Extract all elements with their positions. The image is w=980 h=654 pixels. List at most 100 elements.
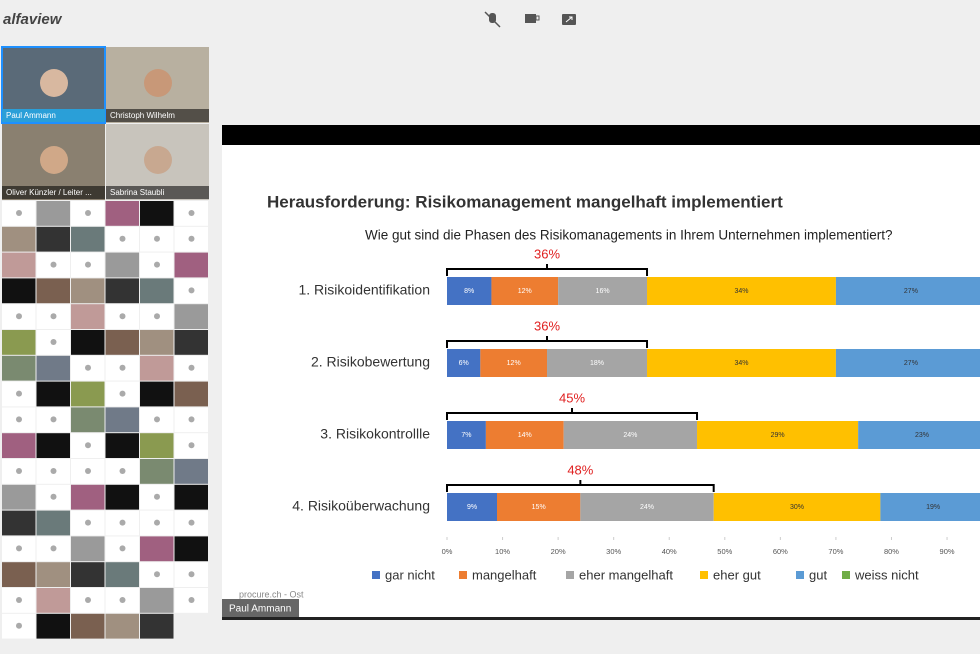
- video-thumb[interactable]: [140, 459, 174, 484]
- video-grid: Paul Ammann Christoph Wilhelm Oliver Künzl…: [1, 46, 209, 639]
- video-thumb[interactable]: [71, 278, 105, 304]
- value-label: 27%: [904, 360, 918, 367]
- video-thumb[interactable]: [71, 536, 105, 562]
- video-thumb[interactable]: [105, 278, 140, 304]
- bar-segment: [447, 349, 481, 377]
- video-thumb[interactable]: [105, 484, 140, 510]
- legend-swatch: [566, 571, 574, 579]
- video-thumb[interactable]: [2, 330, 36, 355]
- video-thumb[interactable]: [36, 562, 71, 587]
- video-thumb[interactable]: [71, 226, 105, 252]
- toolbar: [484, 11, 576, 28]
- bar-segment: [480, 349, 548, 377]
- video-thumb[interactable]: [174, 304, 209, 329]
- avatar-icon: [50, 545, 57, 552]
- avatar-icon: [188, 287, 195, 294]
- video-thumb[interactable]: [140, 278, 174, 304]
- video-thumb[interactable]: [71, 330, 105, 355]
- video-thumb[interactable]: [140, 536, 174, 562]
- video-thumb[interactable]: [2, 484, 36, 510]
- video-thumb[interactable]: [36, 278, 71, 304]
- video-thumb[interactable]: [71, 562, 105, 587]
- avatar-icon: [188, 597, 195, 603]
- video-thumb[interactable]: [36, 588, 71, 613]
- video-thumb[interactable]: [140, 613, 174, 639]
- video-thumb[interactable]: [71, 613, 105, 639]
- video-thumb[interactable]: [36, 381, 71, 407]
- bar-segment: [880, 493, 980, 521]
- video-thumb[interactable]: [174, 613, 209, 639]
- video-thumb[interactable]: [174, 459, 209, 484]
- video-thumb[interactable]: [140, 433, 174, 458]
- video-thumb[interactable]: [2, 226, 36, 252]
- value-label: 34%: [734, 360, 748, 367]
- avatar-icon: [119, 545, 126, 552]
- video-thumb[interactable]: [2, 510, 36, 536]
- avatar-icon: [50, 261, 57, 268]
- avatar-icon: [154, 493, 160, 500]
- video-thumb[interactable]: [140, 330, 174, 355]
- screen-share-button[interactable]: [562, 14, 576, 25]
- value-label: 12%: [507, 360, 521, 367]
- video-thumb[interactable]: [36, 355, 71, 381]
- video-thumb[interactable]: [71, 484, 105, 510]
- video-thumb[interactable]: [174, 536, 209, 562]
- legend-label: gut: [809, 567, 827, 582]
- avatar-icon: [119, 364, 126, 371]
- video-thumb[interactable]: [71, 304, 105, 329]
- mute-button[interactable]: [484, 11, 501, 28]
- video-thumb[interactable]: [105, 330, 140, 355]
- video-thumb[interactable]: [105, 252, 140, 278]
- avatar-icon: [85, 261, 91, 268]
- avatar-icon: [50, 339, 57, 345]
- video-thumb[interactable]: [105, 562, 140, 587]
- avatar-icon: [188, 235, 195, 242]
- value-label: 34%: [734, 288, 748, 295]
- annotation: 45%: [559, 390, 585, 405]
- video-thumb[interactable]: [174, 330, 209, 355]
- value-label: 12%: [518, 288, 532, 295]
- video-thumb[interactable]: [140, 355, 174, 381]
- bracket: [446, 336, 649, 348]
- video-thumb[interactable]: [36, 201, 71, 226]
- video-thumb[interactable]: [174, 252, 209, 278]
- video-thumb[interactable]: [36, 433, 71, 458]
- video-thumb[interactable]: [140, 381, 174, 407]
- break-button[interactable]: [525, 14, 540, 23]
- video-thumb[interactable]: [2, 278, 36, 304]
- video-thumb[interactable]: [36, 226, 71, 252]
- video-thumb[interactable]: [140, 201, 174, 226]
- video-thumb[interactable]: [140, 588, 174, 613]
- video-thumb[interactable]: [2, 252, 36, 278]
- legend-label: eher gut: [713, 567, 761, 582]
- video-thumb[interactable]: [105, 201, 140, 226]
- video-thumb[interactable]: [36, 510, 71, 536]
- legend-label: mangelhaft: [472, 567, 537, 582]
- avatar-icon: [16, 622, 22, 629]
- video-thumb[interactable]: [2, 433, 36, 458]
- name-bar: [2, 186, 105, 199]
- participant-name: Paul Ammann: [6, 111, 56, 120]
- video-thumb[interactable]: [2, 562, 36, 587]
- video-thumb[interactable]: [2, 355, 36, 381]
- bar-segment: [835, 277, 980, 305]
- avatar-icon: [16, 210, 22, 216]
- avatar-icon: [154, 261, 160, 268]
- video-thumb[interactable]: [105, 407, 140, 433]
- video-thumb[interactable]: [36, 613, 71, 639]
- video-thumb[interactable]: [174, 381, 209, 407]
- avatar-icon: [85, 519, 91, 526]
- bar-segment: [563, 421, 698, 449]
- avatar-icon: [50, 468, 57, 474]
- video-thumb[interactable]: [105, 613, 140, 639]
- video-thumb[interactable]: [71, 381, 105, 407]
- bar-segment: [580, 493, 714, 521]
- avatar-icon: [16, 390, 22, 397]
- video-thumb[interactable]: [71, 407, 105, 433]
- x-tick-label: 90%: [940, 547, 955, 556]
- video-thumb[interactable]: [174, 484, 209, 510]
- bracket: [446, 264, 649, 276]
- video-thumb[interactable]: [105, 433, 140, 458]
- participant-name: Christoph Wilhelm: [110, 111, 175, 120]
- annotation: 36%: [534, 318, 560, 333]
